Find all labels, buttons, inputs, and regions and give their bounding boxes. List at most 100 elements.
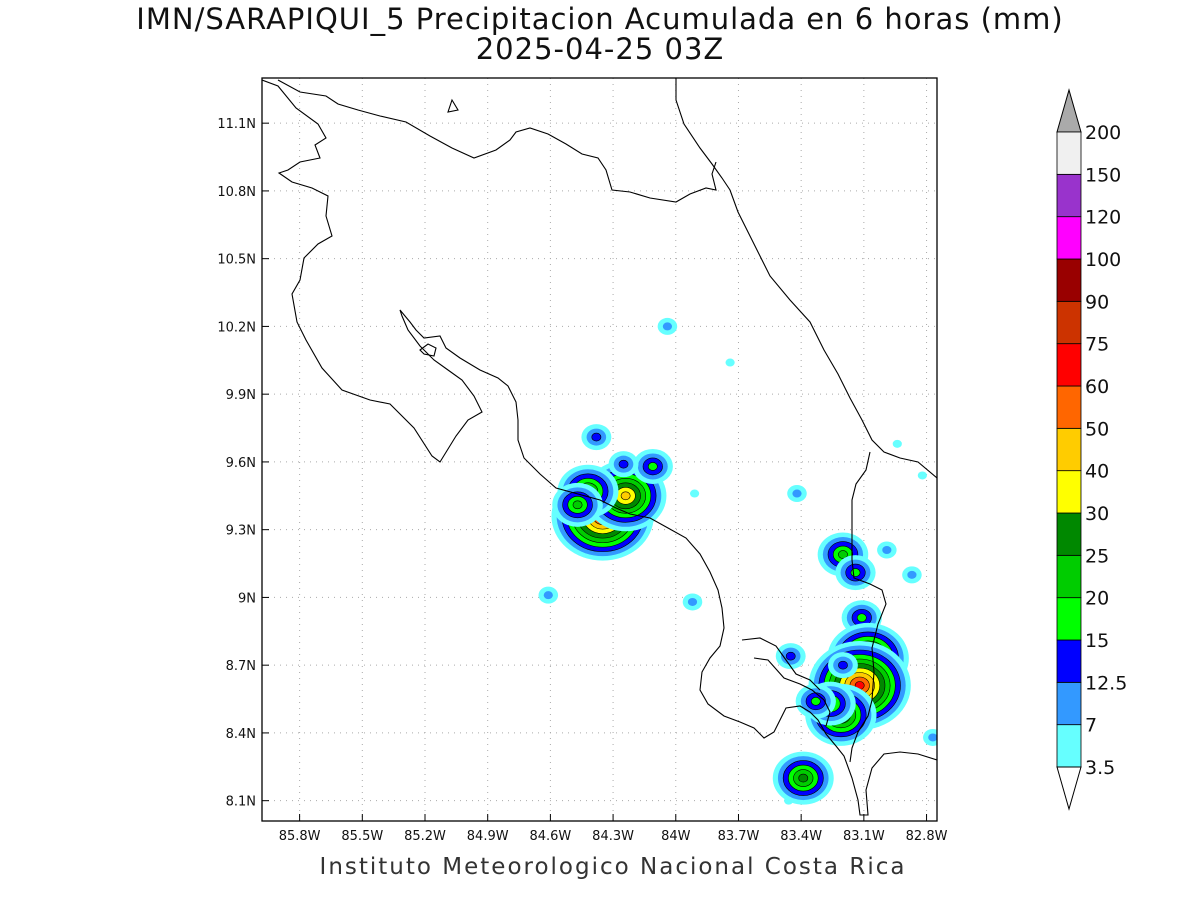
lon-tick-label: 84.6W bbox=[529, 829, 571, 844]
colorbar-swatch bbox=[1056, 427, 1082, 472]
pacific-coastline bbox=[262, 79, 937, 816]
caribbean-coastline bbox=[675, 78, 937, 479]
colorbar-swatch bbox=[1056, 216, 1082, 260]
colorbar-level-label: 120 bbox=[1085, 207, 1121, 229]
lat-tick-label: 9.9N bbox=[226, 388, 256, 403]
precip-contour-band bbox=[928, 733, 937, 742]
lon-tick-label: 85.2W bbox=[404, 829, 446, 844]
colorbar-swatch bbox=[1056, 554, 1082, 599]
colorbar-swatch bbox=[1056, 470, 1082, 514]
lat-tick-label: 9.3N bbox=[226, 524, 256, 539]
colorbar-swatch bbox=[1056, 258, 1082, 302]
lon-tick-label: 85.8W bbox=[279, 829, 321, 844]
precip-contour-band bbox=[917, 471, 927, 480]
colorbar-swatch bbox=[1056, 681, 1082, 726]
precip-contour-band bbox=[792, 489, 802, 498]
colorbar-level-label: 75 bbox=[1085, 334, 1109, 356]
colorbar-legend: 3.5 7 12.5 15 20 25 30 40 50 60 75 90 100 120 150 200 bbox=[1056, 88, 1127, 811]
latitude-axis-labels: 11.1N 10.8N 10.5N 10.2N 9.9N 9.6N 9.3N 9N 8.7N 8.… bbox=[217, 117, 256, 810]
golfo-dulce-outline bbox=[753, 657, 831, 727]
colorbar-swatch bbox=[1056, 131, 1082, 175]
map-title: IMN/SARAPIQUI_5 Precipitacion Acumulada … bbox=[136, 2, 1064, 36]
precip-contour-band bbox=[662, 322, 673, 331]
precip-cell bbox=[892, 439, 902, 448]
precip-cell bbox=[581, 424, 612, 451]
nicoya-island-outline bbox=[419, 343, 437, 357]
lake-nicaragua-island bbox=[447, 98, 459, 113]
colorbar-level-label: 100 bbox=[1085, 249, 1121, 271]
colorbar-under-arrow bbox=[1056, 766, 1082, 811]
lon-tick-label: 84.3W bbox=[592, 829, 634, 844]
precip-contour-band bbox=[810, 697, 821, 706]
colorbar-swatch bbox=[1056, 385, 1082, 429]
lon-tick-label: 85.5W bbox=[341, 829, 383, 844]
precip-contour-band bbox=[882, 545, 892, 554]
colorbar-level-label: 20 bbox=[1085, 588, 1109, 610]
precip-cell bbox=[725, 358, 735, 367]
precip-cell bbox=[828, 652, 858, 679]
longitude-axis-labels: 85.8W 85.5W 85.2W 84.9W 84.6W 84.3W 84W 83.7W 83… bbox=[279, 829, 948, 844]
lat-tick-label: 10.2N bbox=[217, 320, 256, 335]
colorbar-swatch bbox=[1056, 512, 1082, 556]
precip-contour-band bbox=[647, 462, 658, 471]
colorbar-swatch bbox=[1056, 639, 1082, 683]
colorbar-level-label: 200 bbox=[1085, 122, 1121, 144]
precip-contour-band bbox=[620, 491, 631, 501]
colorbar-level-label: 25 bbox=[1085, 545, 1109, 567]
precip-cell bbox=[835, 555, 876, 591]
precip-contour-band bbox=[850, 568, 861, 577]
precip-cell bbox=[657, 317, 678, 335]
lat-tick-label: 11.1N bbox=[217, 117, 256, 132]
lon-tick-label: 84.9W bbox=[467, 829, 509, 844]
colorbar-level-label: 30 bbox=[1085, 503, 1109, 525]
map-frame bbox=[261, 77, 938, 822]
precip-contour-band bbox=[856, 613, 867, 623]
lat-tick-label: 10.5N bbox=[217, 253, 256, 268]
precip-cell bbox=[923, 728, 937, 746]
colorbar-level-label: 150 bbox=[1085, 164, 1121, 186]
colorbar-over-arrow bbox=[1056, 88, 1082, 133]
precip-cell bbox=[632, 448, 673, 484]
precip-contour-band bbox=[892, 439, 902, 448]
coastline-borders bbox=[262, 78, 937, 816]
precip-contour-band bbox=[785, 651, 796, 661]
lat-tick-label: 8.7N bbox=[226, 659, 256, 674]
colorbar-level-label: 50 bbox=[1085, 418, 1109, 440]
lat-tick-label: 9N bbox=[238, 591, 256, 606]
precip-cell bbox=[787, 485, 807, 503]
precip-cell bbox=[902, 566, 922, 584]
lon-tick-label: 84W bbox=[661, 829, 691, 844]
precip-cell bbox=[917, 471, 927, 480]
precip-contour-band bbox=[838, 550, 848, 559]
lon-tick-label: 82.8W bbox=[906, 829, 948, 844]
lon-tick-label: 83.4W bbox=[780, 829, 822, 844]
lat-tick-label: 9.6N bbox=[226, 456, 256, 471]
map-subtitle-datetime: 2025-04-25 03Z bbox=[475, 32, 725, 66]
precip-contour-band bbox=[784, 796, 794, 805]
colorbar-level-label: 7 bbox=[1085, 715, 1097, 737]
lon-tick-label: 83.1W bbox=[843, 829, 885, 844]
precip-contour-band bbox=[725, 358, 735, 367]
footer-institution: Instituto Meteorologico Nacional Costa R… bbox=[319, 854, 907, 880]
colorbar-level-label: 90 bbox=[1085, 291, 1109, 313]
colorbar-level-label: 40 bbox=[1085, 461, 1109, 483]
precip-cell bbox=[538, 586, 559, 604]
precip-contour-band bbox=[838, 660, 848, 670]
colorbar-level-label: 60 bbox=[1085, 376, 1109, 398]
lat-tick-label: 8.4N bbox=[226, 727, 256, 742]
precip-cell bbox=[608, 451, 639, 478]
colorbar-swatch bbox=[1056, 343, 1082, 387]
colorbar-level-label: 12.5 bbox=[1085, 672, 1127, 694]
lat-tick-label: 10.8N bbox=[217, 185, 256, 200]
colorbar-swatch bbox=[1056, 300, 1082, 345]
lake-nicaragua-shore bbox=[277, 79, 717, 203]
precip-cell bbox=[877, 541, 897, 559]
precip-cell bbox=[784, 796, 794, 805]
precip-contour-band bbox=[543, 591, 553, 600]
colorbar-swatch bbox=[1056, 173, 1082, 218]
colorbar-level-label: 15 bbox=[1085, 630, 1109, 652]
precip-contour-band bbox=[572, 500, 583, 510]
precip-cell bbox=[689, 489, 700, 498]
precip-contour-band bbox=[687, 597, 698, 606]
